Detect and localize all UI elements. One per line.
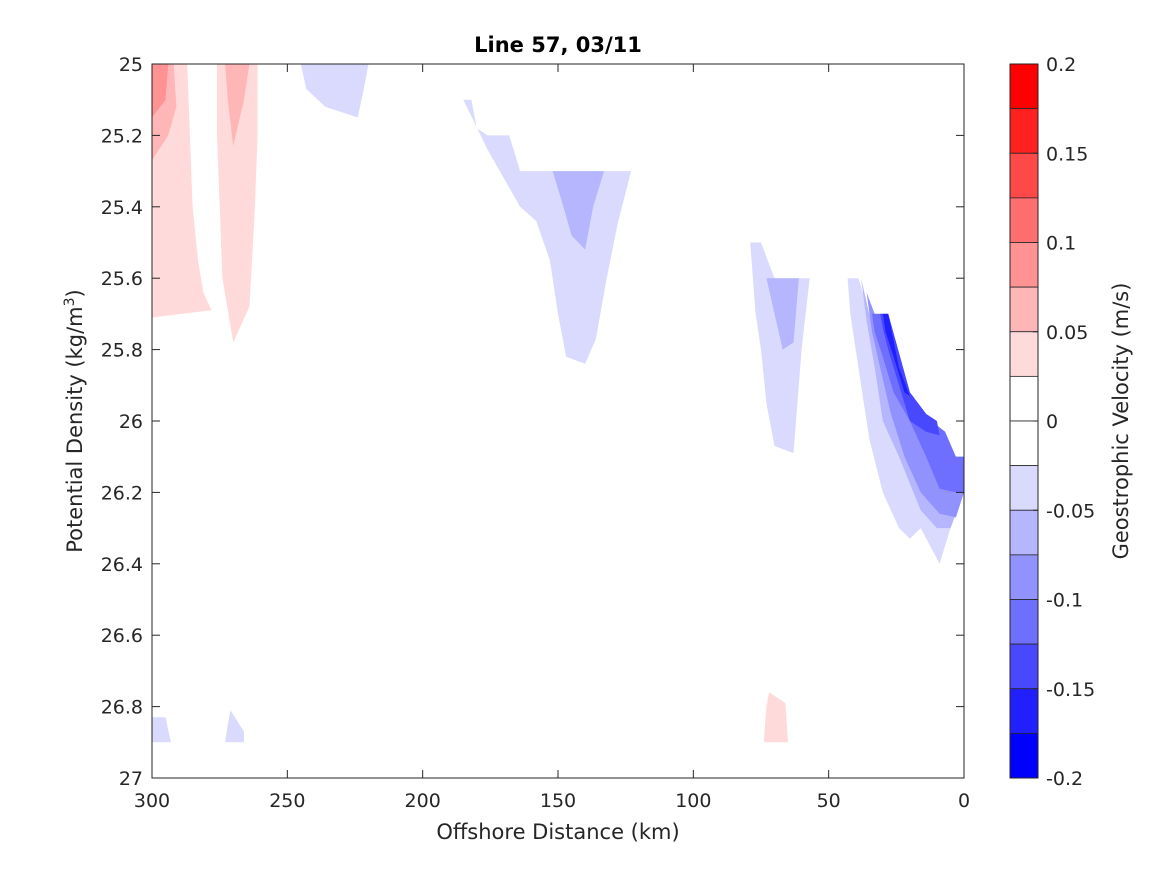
colorbar-level bbox=[1009, 509, 1039, 556]
colorbar-level bbox=[1009, 152, 1039, 199]
contour-region-neg-weak-150km bbox=[463, 99, 632, 364]
contour-region-neg-med-70km bbox=[766, 278, 799, 350]
colorbar-level bbox=[1009, 688, 1039, 734]
x-tick-label: 0 bbox=[958, 790, 970, 812]
contour-region-neg-weak-300km-deep bbox=[152, 717, 171, 743]
colorbar-tick-label: -0.15 bbox=[1046, 679, 1095, 701]
colorbar-level bbox=[1009, 599, 1039, 645]
colorbar-level bbox=[1009, 420, 1039, 467]
colorbar-level bbox=[1009, 108, 1039, 154]
x-tick-label: 150 bbox=[540, 790, 576, 812]
contour-region-neg-stronger-30km bbox=[880, 313, 940, 436]
colorbar-tick-label: 0 bbox=[1046, 411, 1058, 433]
colorbar-level bbox=[1009, 242, 1039, 288]
colorbar-tick-label: -0.2 bbox=[1046, 768, 1083, 790]
contour-region-pos-strong-300km bbox=[152, 64, 169, 118]
chart-title: Line 57, 03/11 bbox=[474, 33, 642, 57]
y-axis-label-end: ) bbox=[63, 289, 87, 297]
contour-region-neg-med-150km bbox=[552, 171, 604, 250]
contour-region-neg-weak-270km-deep bbox=[225, 710, 244, 743]
x-axis-ticks: 300 250 200 150 100 50 0 bbox=[134, 64, 970, 812]
y-tick-label: 27 bbox=[119, 768, 143, 790]
colorbar-level bbox=[1009, 465, 1039, 511]
y-tick-label: 25.8 bbox=[101, 340, 143, 362]
y-axis-ticks: 25 25.2 25.4 25.6 25.8 26 26.2 26.4 26.6 26.8 27 bbox=[101, 54, 964, 790]
y-tick-label: 25.4 bbox=[101, 197, 143, 219]
y-tick-label: 26.8 bbox=[101, 697, 143, 719]
contour-region-pos-weak-70km-deep bbox=[763, 692, 789, 743]
colorbar-level bbox=[1009, 197, 1039, 243]
y-axis-label-main: Potential Density (kg/m bbox=[63, 306, 87, 552]
colorbar-tick-label: 0.1 bbox=[1046, 233, 1076, 255]
colorbar-tick-label: -0.05 bbox=[1046, 500, 1095, 522]
colorbar-level bbox=[1009, 63, 1039, 110]
colorbar-tick-label: 0.05 bbox=[1046, 322, 1088, 344]
colorbar-label: Geostrophic Velocity (m/s) bbox=[1109, 283, 1133, 560]
contour-region-pos-med-270km bbox=[225, 64, 250, 147]
x-tick-label: 50 bbox=[817, 790, 841, 812]
y-tick-label: 25.2 bbox=[101, 125, 143, 147]
y-axis-label-superscript: 3 bbox=[62, 297, 78, 306]
y-tick-label: 26.4 bbox=[101, 554, 143, 576]
x-axis-label: Offshore Distance (km) bbox=[436, 820, 679, 844]
colorbar-level bbox=[1009, 286, 1039, 333]
x-tick-label: 100 bbox=[675, 790, 711, 812]
y-tick-label: 26.6 bbox=[101, 625, 143, 647]
colorbar-level bbox=[1009, 331, 1039, 377]
colorbar-ticks: 0.2 0.15 0.1 0.05 0 -0.05 -0.1 -0.15 -0.2 bbox=[1033, 54, 1095, 790]
y-tick-label: 26 bbox=[119, 411, 143, 433]
colorbar-level bbox=[1009, 732, 1039, 779]
colorbar-level bbox=[1009, 643, 1039, 690]
colorbar-level bbox=[1009, 554, 1039, 600]
contour-region-neg-strongest-30km bbox=[882, 313, 910, 396]
y-tick-label: 26.2 bbox=[101, 482, 143, 504]
colorbar-tick-label: 0.15 bbox=[1046, 143, 1088, 165]
colorbar-tick-label: -0.1 bbox=[1046, 590, 1083, 612]
colorbar-tick-label: 0.2 bbox=[1046, 54, 1076, 76]
y-tick-label: 25.6 bbox=[101, 268, 143, 290]
contour-region-neg-weak-235km bbox=[300, 64, 369, 118]
colorbar-level bbox=[1009, 375, 1039, 422]
x-tick-label: 300 bbox=[134, 790, 170, 812]
y-tick-label: 25 bbox=[119, 54, 143, 76]
contour-region-pos-weak-270km bbox=[217, 64, 258, 343]
y-axis-label: Potential Density (kg/m3) bbox=[62, 289, 87, 553]
contour-regions bbox=[152, 64, 964, 743]
x-tick-label: 250 bbox=[269, 790, 305, 812]
x-tick-label: 200 bbox=[405, 790, 441, 812]
